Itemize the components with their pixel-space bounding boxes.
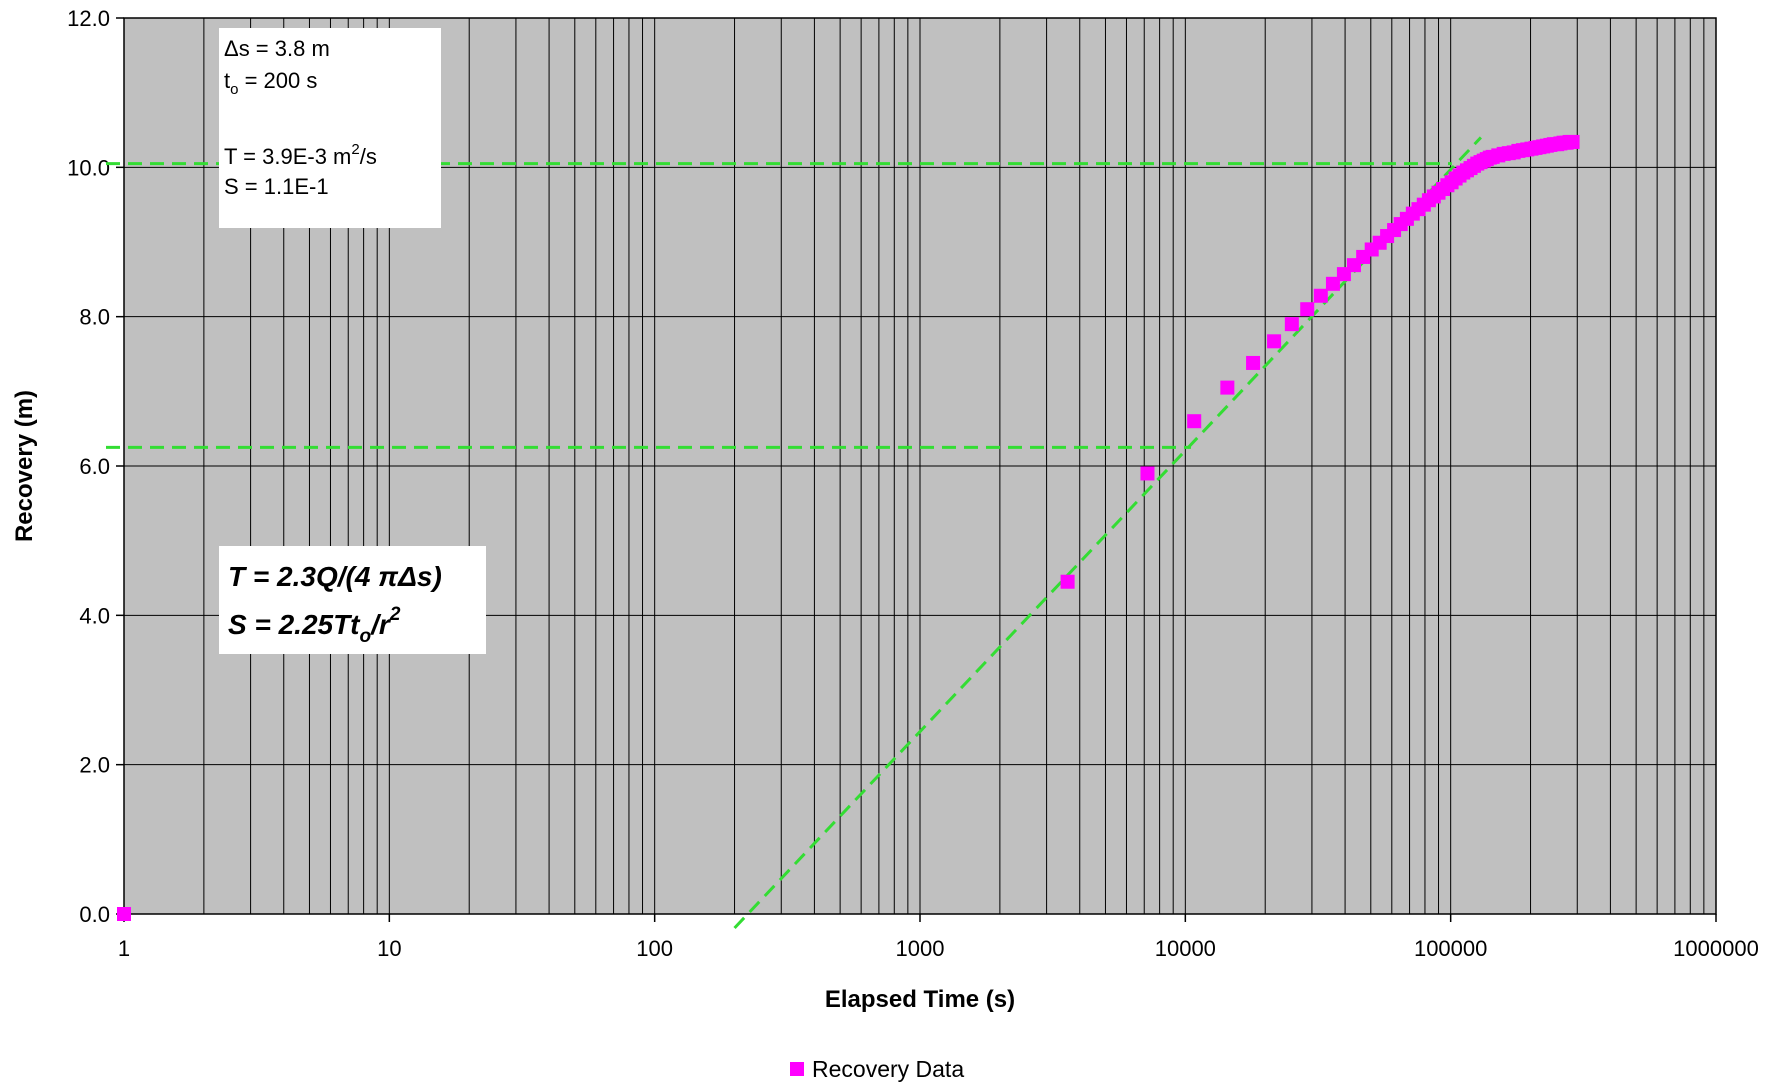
y-tick-label: 10.0 — [67, 155, 110, 180]
data-point — [1313, 288, 1328, 303]
formula-line-2: S = 2.25Tto/r2 — [228, 604, 401, 647]
y-tick-label: 0.0 — [79, 902, 110, 927]
data-point — [1140, 466, 1155, 481]
data-point — [1565, 134, 1580, 149]
legend-label: Recovery Data — [812, 1056, 964, 1082]
y-tick-label: 4.0 — [79, 603, 110, 628]
data-point — [1220, 380, 1235, 395]
y-axis-title: Recovery (m) — [11, 390, 38, 542]
x-tick-label: 100000 — [1414, 936, 1487, 961]
x-tick-label: 1000 — [896, 936, 945, 961]
storativity-text: S = 1.1E-1 — [224, 174, 329, 199]
y-tick-label: 12.0 — [67, 6, 110, 31]
legend: Recovery Data — [790, 1056, 964, 1082]
y-tick-label: 6.0 — [79, 454, 110, 479]
formula-line-1: T = 2.3Q/(4 πΔs) — [228, 561, 442, 592]
x-tick-label: 10000 — [1155, 936, 1216, 961]
data-point — [117, 907, 131, 921]
legend-marker — [790, 1062, 804, 1076]
x-axis-ticks: 1 10 100 1000 10000 100000 1000000 — [118, 914, 1759, 961]
y-tick-label: 2.0 — [79, 753, 110, 778]
data-point — [1187, 414, 1202, 429]
recovery-data-series — [117, 134, 1580, 921]
y-tick-label: 8.0 — [79, 305, 110, 330]
data-point — [1267, 334, 1282, 349]
data-point — [1300, 302, 1315, 317]
data-point — [1284, 317, 1299, 332]
x-axis-title: Elapsed Time (s) — [825, 986, 1015, 1013]
data-point — [1246, 355, 1261, 370]
y-axis-ticks: 0.0 2.0 4.0 6.0 8.0 10.0 12.0 — [67, 6, 124, 927]
to-text: to = 200 s — [224, 68, 317, 98]
data-point — [1325, 276, 1340, 291]
formula-box: T = 2.3Q/(4 πΔs) S = 2.25Tto/r2 — [219, 546, 486, 654]
x-tick-label: 10 — [377, 936, 401, 961]
x-tick-label: 100 — [636, 936, 673, 961]
transmissivity-text: T = 3.9E-3 m2/s — [224, 141, 377, 169]
x-tick-label: 1000000 — [1673, 936, 1759, 961]
delta-s-text: Δs = 3.8 m — [224, 36, 330, 61]
annotation-box: Δs = 3.8 m to = 200 s T = 3.9E-3 m2/s S … — [219, 28, 441, 228]
x-tick-label: 1 — [118, 936, 130, 961]
data-point — [1060, 574, 1075, 589]
